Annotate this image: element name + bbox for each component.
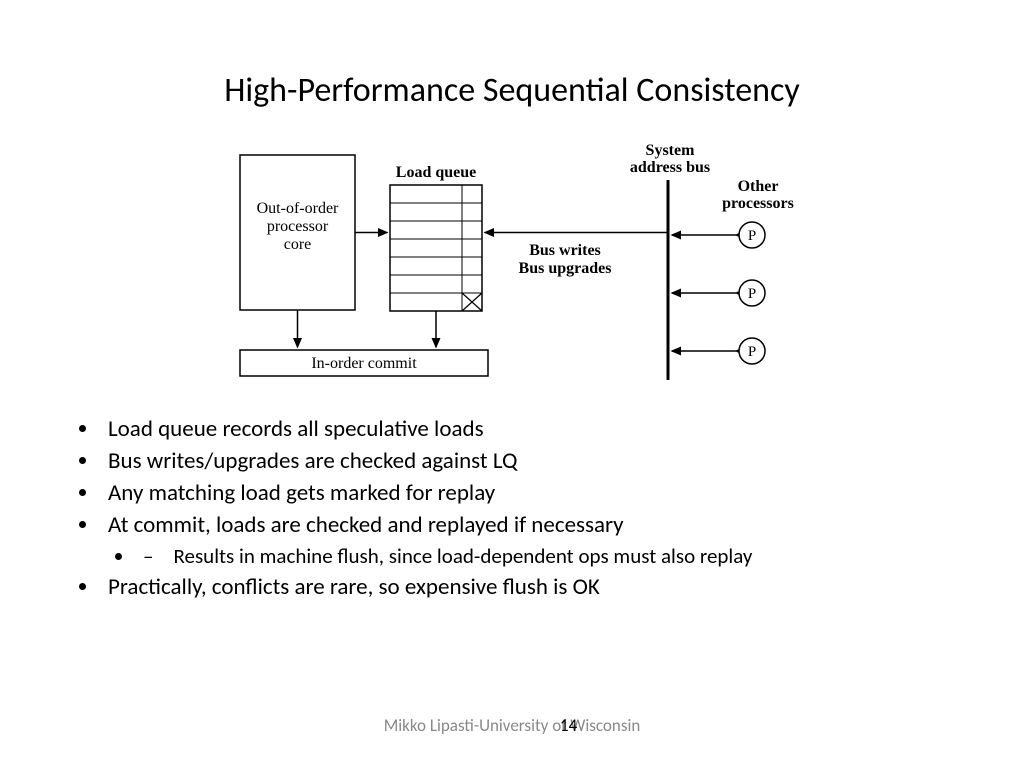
- slide-title: High-Performance Sequential Consistency: [0, 70, 1024, 111]
- sub-bullet-item: Results in machine flush, since load-dep…: [135, 543, 965, 569]
- svg-text:Bus writes: Bus writes: [529, 242, 601, 259]
- svg-text:P: P: [748, 344, 756, 360]
- diagram-svg: Out-of-orderprocessorcore Load queue In-or…: [230, 135, 850, 395]
- svg-text:In-order commit: In-order commit: [311, 355, 417, 372]
- bullet-item: Bus writes/upgrades are checked against …: [100, 447, 965, 475]
- bullet-item: Any matching load gets marked for replay: [100, 479, 965, 507]
- page-number: 14: [560, 715, 577, 736]
- svg-text:P: P: [748, 286, 756, 302]
- svg-text:processor: processor: [267, 218, 329, 235]
- diagram: Out-of-orderprocessorcore Load queue In-or…: [230, 135, 850, 395]
- bullet-item: Practically, conflicts are rare, so expe…: [100, 573, 965, 601]
- svg-text:core: core: [284, 236, 312, 253]
- svg-text:P: P: [748, 228, 756, 244]
- bullet-list: Load queue records all speculative loads…: [65, 415, 965, 605]
- svg-text:Out-of-order: Out-of-order: [257, 200, 339, 217]
- footer-attribution: Mikko Lipasti-University of Wisconsin: [0, 715, 1024, 736]
- svg-text:address bus: address bus: [630, 159, 710, 176]
- svg-text:Bus upgrades: Bus upgrades: [519, 260, 612, 277]
- svg-text:processors: processors: [722, 195, 794, 212]
- svg-text:System: System: [646, 142, 696, 159]
- svg-text:Other: Other: [738, 178, 779, 195]
- bullet-item: At commit, loads are checked and replaye…: [100, 511, 965, 539]
- bullet-item: Load queue records all speculative loads: [100, 415, 965, 443]
- svg-text:Load queue: Load queue: [396, 164, 476, 181]
